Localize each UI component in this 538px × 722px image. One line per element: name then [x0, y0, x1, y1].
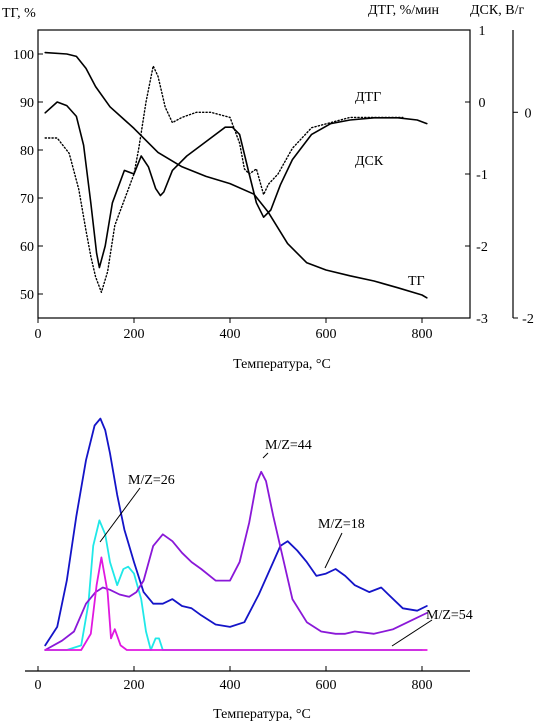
- mz18-leader: [324, 532, 343, 569]
- series-дск-line: [44, 65, 404, 293]
- top-x-tick-label-600: 600: [316, 327, 337, 342]
- dtg-tick-label-2: -2: [476, 240, 488, 255]
- bottom-x-tick-label-400: 400: [220, 678, 241, 693]
- dtg-annotation: ДТГ: [355, 90, 381, 105]
- bottom-x-tick-label-800: 800: [412, 678, 433, 693]
- bottom-x-tick-label-0: 0: [35, 678, 42, 693]
- dsc-annotation: ДСК: [355, 154, 384, 169]
- series-m-z-18-line: [44, 417, 428, 647]
- annotation-leaders: [99, 452, 433, 647]
- tg-tick-label-50: 50: [20, 288, 34, 303]
- bottom-chart: 0 200 400 600 800 Температура, °C M/Z=44 M/Z…: [25, 417, 473, 722]
- top-x-tick-label-400: 400: [220, 327, 241, 342]
- mz44-leader: [262, 452, 269, 459]
- tg-annotation: ТГ: [408, 274, 425, 289]
- series-m-z-26-line: [44, 519, 423, 651]
- top-x-tick-label-800: 800: [412, 327, 433, 342]
- dtg-tick-label-3: -3: [476, 312, 488, 327]
- mz18-annotation: M/Z=18: [318, 517, 365, 532]
- series-дтг-line: [44, 101, 428, 269]
- tg-tick-label-90: 90: [20, 96, 34, 111]
- bottom-x-axis-title: Температура, °C: [213, 707, 311, 722]
- top-x-tick-label-0: 0: [35, 327, 42, 342]
- tg-tick-label-100: 100: [13, 48, 34, 63]
- dsc-tick-label-2: -2: [522, 312, 534, 327]
- series-тг-line: [44, 51, 428, 299]
- series-m-z-44-line: [44, 470, 428, 651]
- mz54-annotation: M/Z=54: [426, 608, 473, 623]
- top-x-axis-title: Температура, °C: [233, 357, 331, 372]
- mz26-annotation: M/Z=26: [128, 473, 175, 488]
- dtg-tick-label-1: -1: [476, 168, 488, 183]
- dtg-tick-label-1: 1: [479, 24, 486, 39]
- tg-tick-label-80: 80: [20, 144, 34, 159]
- top-plot-frame: [37, 29, 471, 319]
- bottom-x-tick-label-200: 200: [124, 678, 145, 693]
- dsc-tick-label-0: 0: [525, 106, 532, 121]
- mz26-leader: [99, 487, 141, 543]
- series-m-z-54-line: [44, 556, 428, 651]
- tg-tick-label-70: 70: [20, 192, 34, 207]
- tg-axis-title: ТГ, %: [2, 6, 36, 21]
- top-chart: ТГ, % ДТГ, %/мин ДСК, В/г 0 200 400 600 8005…: [2, 3, 534, 372]
- mz54-leader: [391, 619, 433, 647]
- tg-tick-label-60: 60: [20, 240, 34, 255]
- bottom-x-tick-label-600: 600: [316, 678, 337, 693]
- dtg-axis-title: ДТГ, %/мин: [368, 3, 440, 18]
- mz44-annotation: M/Z=44: [265, 438, 312, 453]
- dsc-axis-title: ДСК, В/г: [470, 3, 524, 18]
- dtg-tick-label-0: 0: [479, 96, 486, 111]
- top-x-tick-label-200: 200: [124, 327, 145, 342]
